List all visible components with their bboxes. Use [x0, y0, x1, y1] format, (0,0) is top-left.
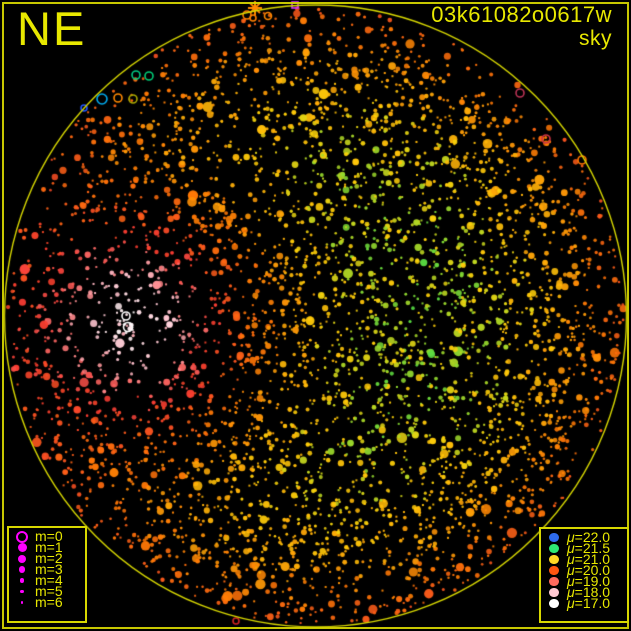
legend-magnitude-row-6: m=6: [9, 594, 85, 610]
surface-brightness-color-legend: μ=22.0 μ=21.5 μ=21.0 μ=20.0 μ=19.0 μ=18.0 μ=17…: [539, 527, 629, 623]
legend-mu-row-6-marker-icon: [541, 598, 567, 609]
legend-mu-row-0-label: μ=22.0: [567, 529, 611, 545]
legend-mu-row-3-marker-icon: [541, 565, 567, 576]
legend-mu-row-5-label: μ=18.0: [567, 584, 611, 600]
legend-mu-row-5: μ=18.0: [541, 584, 627, 600]
legend-magnitude-row-5-label: m=5: [35, 583, 63, 599]
legend-magnitude-row-0-label: m=0: [35, 528, 63, 544]
title-block: 03k61082o0617w sky: [431, 2, 612, 51]
legend-magnitude-row-6-marker-icon: [9, 601, 35, 604]
legend-magnitude-row-3-label: m=3: [35, 561, 63, 577]
legend-magnitude-row-2: m=2: [9, 550, 85, 566]
legend-mu-row-3-label: μ=20.0: [567, 562, 611, 578]
legend-magnitude-row-3-marker-icon: [9, 566, 35, 573]
legend-mu-row-6: μ=17.0: [541, 595, 627, 611]
legend-magnitude-row-3: m=3: [9, 561, 85, 577]
magnitude-size-legend: m=0 m=1 m=2 m=3 m=4 m=5 m=6: [7, 526, 87, 623]
legend-mu-row-6-label: μ=17.0: [567, 595, 611, 611]
plot-subtitle: sky: [579, 27, 612, 50]
legend-magnitude-row-0: m=0: [9, 528, 85, 544]
legend-mu-row-0: μ=22.0: [541, 529, 627, 545]
legend-mu-row-4: μ=19.0: [541, 573, 627, 589]
legend-mu-row-4-label: μ=19.0: [567, 573, 611, 589]
legend-magnitude-row-6-label: m=6: [35, 594, 63, 610]
legend-mu-row-2: μ=21.0: [541, 551, 627, 567]
legend-magnitude-row-2-marker-icon: [9, 554, 35, 563]
legend-magnitude-row-5: m=5: [9, 583, 85, 599]
orientation-label: NE: [17, 2, 87, 55]
legend-magnitude-row-0-marker-icon: [9, 530, 35, 543]
legend-magnitude-row-4: m=4: [9, 572, 85, 588]
legend-magnitude-row-2-label: m=2: [35, 550, 63, 566]
legend-mu-row-2-label: μ=21.0: [567, 551, 611, 567]
legend-mu-row-0-marker-icon: [541, 532, 567, 543]
legend-mu-row-1: μ=21.5: [541, 540, 627, 556]
legend-mu-row-1-label: μ=21.5: [567, 540, 611, 556]
legend-mu-row-1-marker-icon: [541, 543, 567, 554]
legend-mu-row-5-marker-icon: [541, 587, 567, 598]
legend-mu-row-3: μ=20.0: [541, 562, 627, 578]
legend-mu-row-4-marker-icon: [541, 576, 567, 587]
legend-magnitude-row-1-label: m=1: [35, 539, 63, 555]
legend-magnitude-row-4-label: m=4: [35, 572, 63, 588]
legend-magnitude-row-4-marker-icon: [9, 578, 35, 583]
plot-title: 03k61082o0617w: [431, 2, 612, 27]
legend-magnitude-row-1-marker-icon: [9, 543, 35, 552]
legend-magnitude-row-1: m=1: [9, 539, 85, 555]
legend-magnitude-row-5-marker-icon: [9, 589, 35, 594]
legend-mu-row-2-marker-icon: [541, 554, 567, 565]
